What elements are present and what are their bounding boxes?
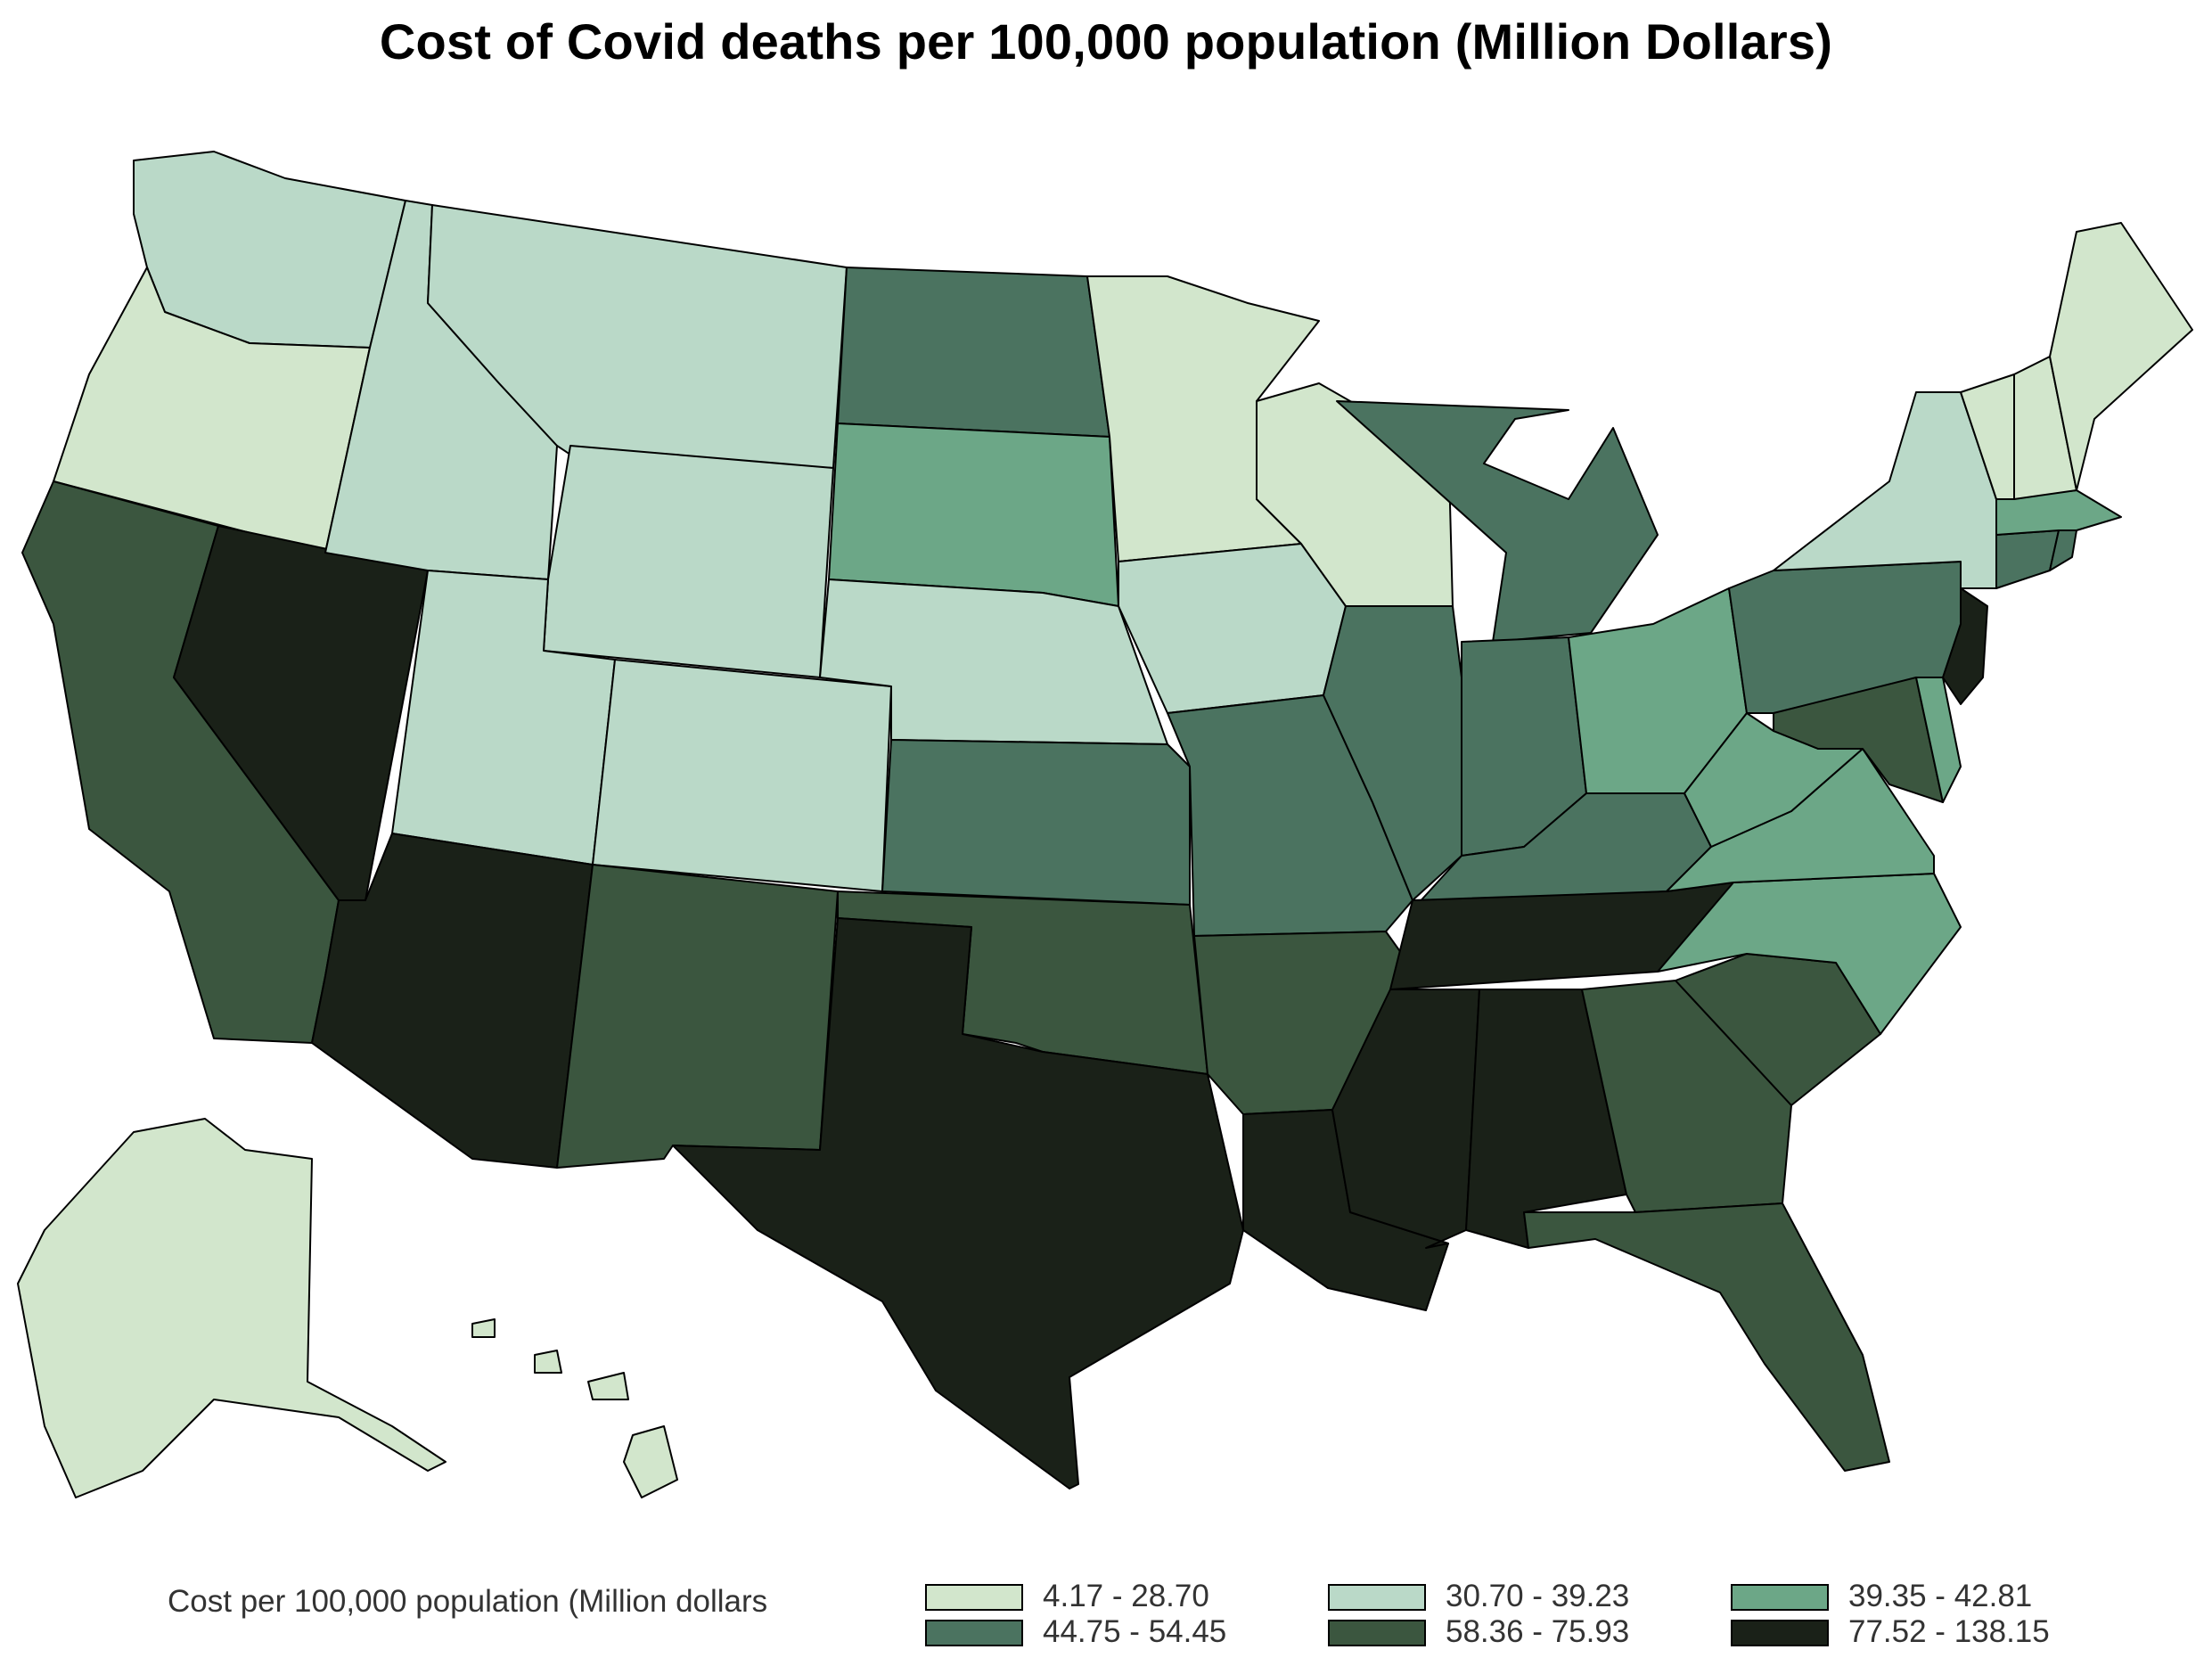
state-IA [1118, 543, 1347, 714]
state-KS [881, 739, 1191, 906]
state-TN [1389, 882, 1734, 990]
state-ND [837, 267, 1110, 438]
state-CO [592, 659, 892, 892]
state-HI-kauai [471, 1318, 496, 1338]
legend-swatch [1328, 1584, 1426, 1611]
state-NJ [1942, 587, 1988, 705]
state-NY [1773, 391, 1997, 589]
legend-swatch [1328, 1620, 1426, 1646]
state-ME [2049, 222, 2193, 491]
legend-label: 58.36 - 75.93 [1446, 1614, 1630, 1649]
state-FL [1523, 1202, 1890, 1472]
state-MI [1336, 400, 1659, 643]
legend-swatch [1731, 1620, 1829, 1646]
legend-label: 39.35 - 42.81 [1848, 1579, 2033, 1613]
legend-label: 44.75 - 54.45 [1043, 1614, 1227, 1649]
state-SD [828, 423, 1119, 607]
legend-swatch [925, 1620, 1023, 1646]
state-NM [556, 864, 839, 1169]
legend-swatch [925, 1584, 1023, 1611]
legend: Cost per 100,000 population (Million dol… [0, 1564, 2212, 1662]
legend-label: 30.70 - 39.23 [1446, 1579, 1630, 1613]
state-IL [1323, 605, 1462, 901]
state-AK [17, 1118, 446, 1498]
legend-title: Cost per 100,000 population (Million dol… [168, 1584, 768, 1619]
state-WY [543, 445, 834, 678]
legend-label: 4.17 - 28.70 [1043, 1579, 1209, 1613]
legend-swatch [1731, 1584, 1829, 1611]
state-HI-big [623, 1425, 678, 1498]
state-HI-maui [587, 1372, 629, 1400]
state-TX [672, 917, 1244, 1490]
map-title: Cost of Covid deaths per 100,000 populat… [379, 13, 1833, 70]
state-HI-oahu [534, 1350, 562, 1374]
state-DE [1915, 677, 1962, 803]
state-CT [1995, 529, 2060, 589]
legend-label: 77.52 - 138.15 [1848, 1614, 2050, 1649]
